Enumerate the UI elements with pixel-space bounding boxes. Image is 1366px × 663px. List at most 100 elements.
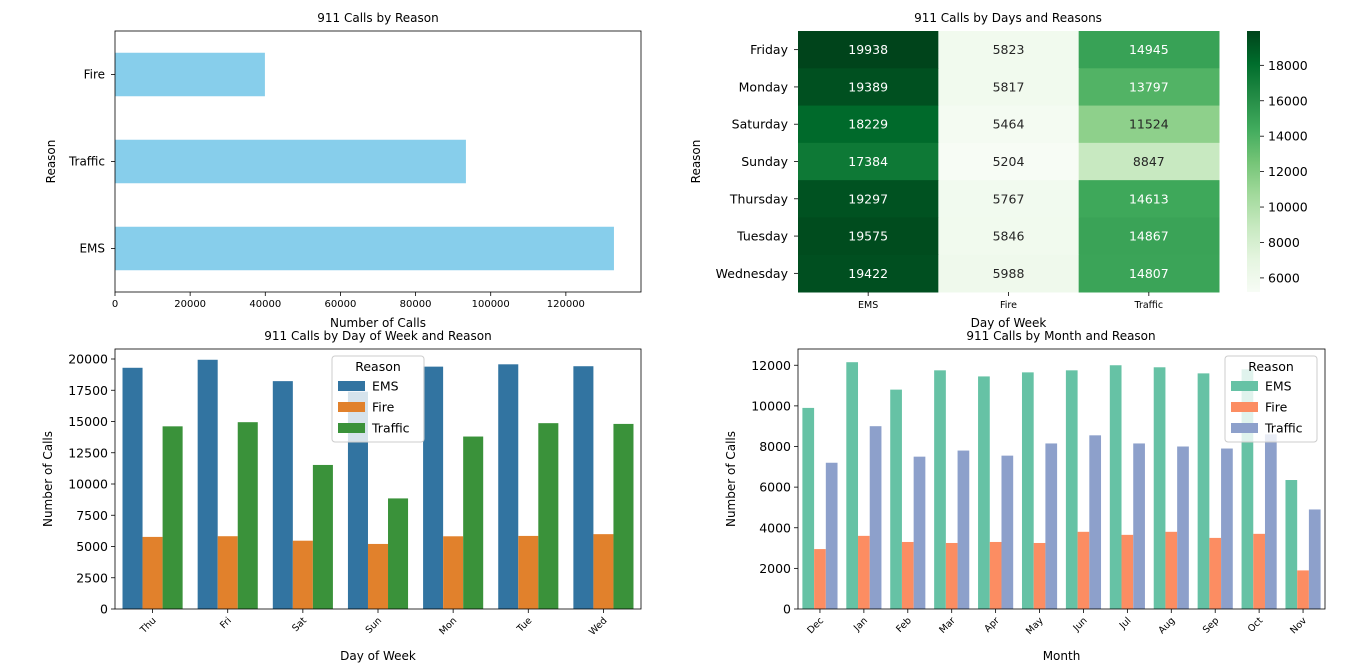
cell-value: 5464: [993, 117, 1025, 132]
x-tick-label: 40000: [249, 299, 281, 310]
x-tick-label: Jan: [851, 615, 870, 634]
row-label: Saturday: [732, 117, 789, 132]
y-tick-label: 12500: [68, 445, 108, 460]
legend-box: [1224, 355, 1318, 443]
y-tick-label: EMS: [79, 242, 105, 256]
x-tick-label: Thu: [138, 615, 159, 636]
x-tick-label: Sep: [1201, 615, 1221, 635]
y-tick-label: 0: [100, 602, 108, 617]
x-tick-label: May: [1024, 615, 1046, 637]
heatmap-cell: [938, 254, 1080, 293]
x-tick-label: 120000: [547, 299, 585, 310]
y-tick-label: 12000: [751, 358, 791, 373]
colorbar-tick-label: 14000: [1268, 129, 1308, 144]
row-label: Wednesday: [716, 266, 789, 281]
y-tick-label: 0: [783, 602, 791, 617]
x-axis-label: Month: [1043, 649, 1081, 663]
heatmap-cell: [938, 180, 1080, 218]
bar: [1177, 446, 1189, 609]
bar: [1197, 373, 1210, 609]
heatmap-cell: [798, 254, 939, 293]
x-tick-label: 20000: [174, 299, 206, 310]
legend-swatch: [1231, 381, 1258, 391]
y-tick-label: 7500: [76, 508, 108, 523]
heatmap-cell: [798, 142, 939, 181]
x-tick-label: Jul: [1117, 615, 1134, 632]
bar: [593, 534, 614, 609]
bar: [1077, 531, 1090, 609]
cell-value: 19938: [848, 42, 888, 57]
bar: [142, 536, 163, 609]
legend-label: Fire: [372, 400, 395, 415]
y-tick-label: 20000: [68, 352, 108, 367]
row-label: Thursday: [729, 191, 789, 206]
heatmap-cell: [798, 105, 939, 144]
row-label: Friday: [750, 42, 788, 57]
legend-swatch: [1231, 402, 1258, 412]
heatmap-cell: [1078, 68, 1220, 107]
legend-swatch: [338, 423, 365, 433]
bar: [1253, 533, 1265, 609]
bar: [1297, 570, 1309, 609]
chart-month-reason: 911 Calls by Month and Reason Dec Jan Feb Ma…: [724, 329, 1326, 663]
legend-swatch: [338, 381, 365, 391]
cell-value: 19389: [848, 79, 888, 94]
row-label: Tuesday: [736, 229, 788, 244]
bar: [846, 362, 859, 609]
x-tick-label: Tue: [514, 615, 534, 635]
heatmap-cell: [1078, 180, 1220, 218]
cell-value: 19575: [848, 229, 888, 244]
legend: Reason EMS Fire Traffic: [331, 355, 425, 443]
plot-frame: [114, 348, 642, 610]
heatmap-cell: [798, 68, 939, 107]
colorbar-tick-label: 12000: [1268, 164, 1308, 179]
bar: [1109, 365, 1122, 609]
x-tick-label: Apr: [982, 615, 1001, 634]
x-tick-label: Feb: [894, 615, 914, 635]
cell-value: 5767: [993, 191, 1025, 206]
bar: [1209, 537, 1222, 609]
legend-title: Reason: [1248, 359, 1294, 374]
bar: [312, 464, 333, 609]
bar: [1121, 534, 1134, 609]
bar: [802, 407, 815, 609]
heatmap-cell: [1078, 105, 1220, 144]
y-tick-label: 17500: [68, 383, 108, 398]
legend-label: EMS: [372, 379, 399, 394]
cell-value: 19297: [848, 191, 888, 206]
bar: [978, 376, 990, 609]
x-axis-label: Day of Week: [340, 649, 416, 663]
x-tick-label: Jun: [1071, 615, 1090, 634]
x-tick-label: 60000: [325, 299, 357, 310]
y-tick-label: 10000: [68, 477, 108, 492]
bar: [1089, 435, 1102, 609]
bar: [443, 536, 464, 609]
heatmap-cell: [938, 217, 1080, 256]
bar: [1241, 369, 1254, 609]
column-label: Traffic: [1134, 300, 1164, 311]
x-tick-label: Nov: [1288, 615, 1309, 636]
x-tick-label: Aug: [1157, 615, 1178, 636]
y-tick-label: Traffic: [68, 155, 105, 169]
bar: [367, 543, 389, 609]
bar: [945, 542, 958, 609]
bar: [1065, 370, 1078, 609]
bar: [957, 450, 970, 609]
y-axis-label: Number of Calls: [724, 431, 738, 527]
cell-value: 18229: [848, 117, 888, 132]
bar: [272, 381, 293, 609]
legend: Reason EMS Fire Traffic: [1224, 355, 1318, 443]
plot-frame: [797, 348, 1326, 610]
heatmap-cell: [938, 68, 1080, 107]
legend-label: Fire: [1265, 400, 1288, 415]
bar: [197, 359, 218, 609]
bar: [217, 536, 238, 609]
bar: [122, 367, 143, 609]
y-tick-label: 5000: [76, 539, 108, 554]
heatmap-cell: [1078, 254, 1220, 293]
bar: [1285, 480, 1298, 609]
y-tick-label: Fire: [84, 68, 105, 82]
bar: [1153, 367, 1166, 609]
cell-value: 13797: [1129, 79, 1169, 94]
